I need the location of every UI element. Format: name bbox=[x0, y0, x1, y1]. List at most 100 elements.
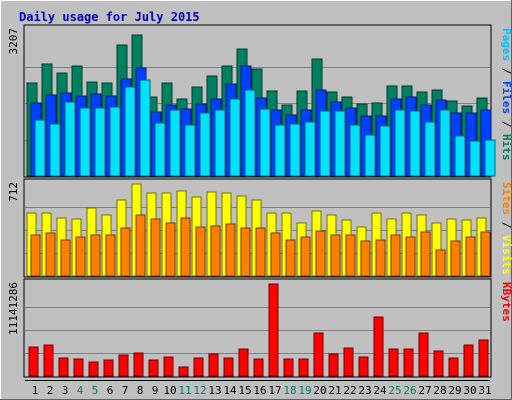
panel-visits-sites: 712 Sites / Visits bbox=[7, 178, 512, 278]
panel-axis-label: Sites / Visits bbox=[500, 182, 512, 275]
bar-kbytes-day-19 bbox=[298, 358, 309, 377]
bar-kbytes-day-31 bbox=[478, 339, 489, 377]
bar-pages-day-8 bbox=[139, 79, 151, 177]
x-tick-label: 3 bbox=[62, 384, 69, 397]
bar-pages-day-1 bbox=[34, 119, 46, 177]
x-tick-label: 6 bbox=[107, 384, 114, 397]
bar-sites-day-7 bbox=[120, 227, 131, 277]
bar-sites-day-21 bbox=[330, 234, 341, 277]
axis-label-part: Hits bbox=[500, 134, 512, 161]
bar-pages-day-25 bbox=[394, 109, 406, 177]
bar-pages-day-15 bbox=[244, 89, 256, 177]
bar-pages-day-11 bbox=[184, 124, 196, 177]
panel-kbytes: 11141286 KBytes bbox=[7, 278, 512, 378]
bar-pages-day-24 bbox=[379, 125, 391, 177]
x-tick-label: 23 bbox=[358, 384, 371, 397]
x-tick-label: 14 bbox=[223, 384, 237, 397]
x-tick-label: 17 bbox=[268, 384, 281, 397]
x-tick-label: 30 bbox=[463, 384, 476, 397]
bar-sites-day-12 bbox=[195, 226, 206, 277]
x-tick-label: 21 bbox=[328, 384, 341, 397]
bar-pages-day-17 bbox=[274, 124, 286, 177]
x-tick-label: 2 bbox=[47, 384, 54, 397]
bar-sites-day-31 bbox=[480, 231, 491, 277]
panel-max-label: 712 bbox=[7, 182, 20, 202]
x-tick-label: 29 bbox=[448, 384, 461, 397]
bar-kbytes-day-9 bbox=[148, 359, 159, 377]
x-tick-label: 18 bbox=[283, 384, 296, 397]
bar-pages-day-31 bbox=[484, 139, 496, 177]
x-tick-label: 11 bbox=[178, 384, 191, 397]
bar-sites-day-6 bbox=[105, 234, 116, 277]
panel-max-label: 3207 bbox=[7, 28, 20, 55]
x-tick-label: 31 bbox=[478, 384, 491, 397]
bar-pages-day-18 bbox=[289, 123, 301, 177]
bar-kbytes-day-1 bbox=[28, 346, 39, 377]
bar-pages-day-29 bbox=[454, 135, 466, 177]
bar-pages-day-10 bbox=[169, 109, 181, 177]
bar-sites-day-18 bbox=[285, 239, 296, 277]
bar-pages-day-4 bbox=[79, 107, 91, 177]
bar-sites-day-25 bbox=[390, 234, 401, 277]
panel-axis-label: KBytes bbox=[500, 282, 512, 322]
bar-pages-day-13 bbox=[214, 109, 226, 177]
axis-label-part: / bbox=[500, 215, 512, 235]
bar-kbytes-day-3 bbox=[58, 357, 69, 377]
bar-pages-day-14 bbox=[229, 98, 241, 177]
bar-kbytes-day-13 bbox=[208, 353, 219, 377]
bar-kbytes-day-8 bbox=[133, 352, 144, 377]
bar-kbytes-day-11 bbox=[178, 366, 189, 377]
x-tick-label: 13 bbox=[208, 384, 221, 397]
bar-sites-day-30 bbox=[465, 236, 476, 277]
bar-pages-day-16 bbox=[259, 108, 271, 177]
axis-label-part: Visits bbox=[500, 235, 512, 275]
bar-pages-day-2 bbox=[49, 123, 61, 177]
bar-kbytes-day-28 bbox=[433, 350, 444, 377]
x-tick-label: 5 bbox=[92, 384, 99, 397]
x-tick-label: 24 bbox=[373, 384, 387, 397]
axis-label-part: Pages bbox=[500, 28, 512, 61]
bar-sites-day-19 bbox=[300, 236, 311, 277]
bar-pages-day-12 bbox=[199, 112, 211, 177]
panel-max-label: 11141286 bbox=[7, 282, 20, 335]
x-tick-label: 7 bbox=[122, 384, 129, 397]
bar-pages-day-3 bbox=[64, 101, 76, 177]
x-tick-label: 25 bbox=[388, 384, 401, 397]
bar-kbytes-day-23 bbox=[358, 356, 369, 377]
bar-kbytes-day-10 bbox=[163, 356, 174, 377]
bar-kbytes-day-20 bbox=[313, 332, 324, 377]
axis-label-part: Files bbox=[500, 81, 512, 114]
bar-sites-day-1 bbox=[30, 234, 41, 277]
series-pages bbox=[34, 79, 496, 177]
bar-sites-day-20 bbox=[315, 230, 326, 277]
bar-sites-day-11 bbox=[180, 217, 191, 277]
bar-pages-day-6 bbox=[109, 106, 121, 177]
x-tick-label: 27 bbox=[418, 384, 431, 397]
bar-sites-day-4 bbox=[75, 236, 86, 277]
x-tick-label: 16 bbox=[253, 384, 266, 397]
axis-label-part: / bbox=[500, 114, 512, 134]
axis-label-part: / bbox=[500, 61, 512, 81]
bar-kbytes-day-16 bbox=[253, 358, 264, 377]
bar-kbytes-day-24 bbox=[373, 316, 384, 377]
x-tick-label: 12 bbox=[193, 384, 206, 397]
bar-pages-day-7 bbox=[124, 86, 136, 177]
bar-sites-day-24 bbox=[375, 239, 386, 277]
bar-kbytes-day-2 bbox=[43, 344, 54, 377]
bar-sites-day-13 bbox=[210, 225, 221, 277]
x-tick-label: 20 bbox=[313, 384, 326, 397]
bar-pages-day-30 bbox=[469, 140, 481, 177]
bar-sites-day-17 bbox=[270, 232, 281, 277]
bar-sites-day-2 bbox=[45, 232, 56, 277]
bar-kbytes-day-25 bbox=[388, 348, 399, 377]
bar-pages-day-27 bbox=[424, 121, 436, 177]
x-tick-label: 9 bbox=[152, 384, 159, 397]
bar-sites-day-29 bbox=[450, 240, 461, 277]
bar-kbytes-day-4 bbox=[73, 358, 84, 377]
bar-kbytes-day-29 bbox=[448, 357, 459, 377]
x-tick-label: 15 bbox=[238, 384, 251, 397]
bar-kbytes-day-6 bbox=[103, 359, 114, 377]
bar-sites-day-5 bbox=[90, 234, 101, 277]
bar-sites-day-8 bbox=[135, 214, 146, 277]
bar-pages-day-28 bbox=[439, 109, 451, 177]
